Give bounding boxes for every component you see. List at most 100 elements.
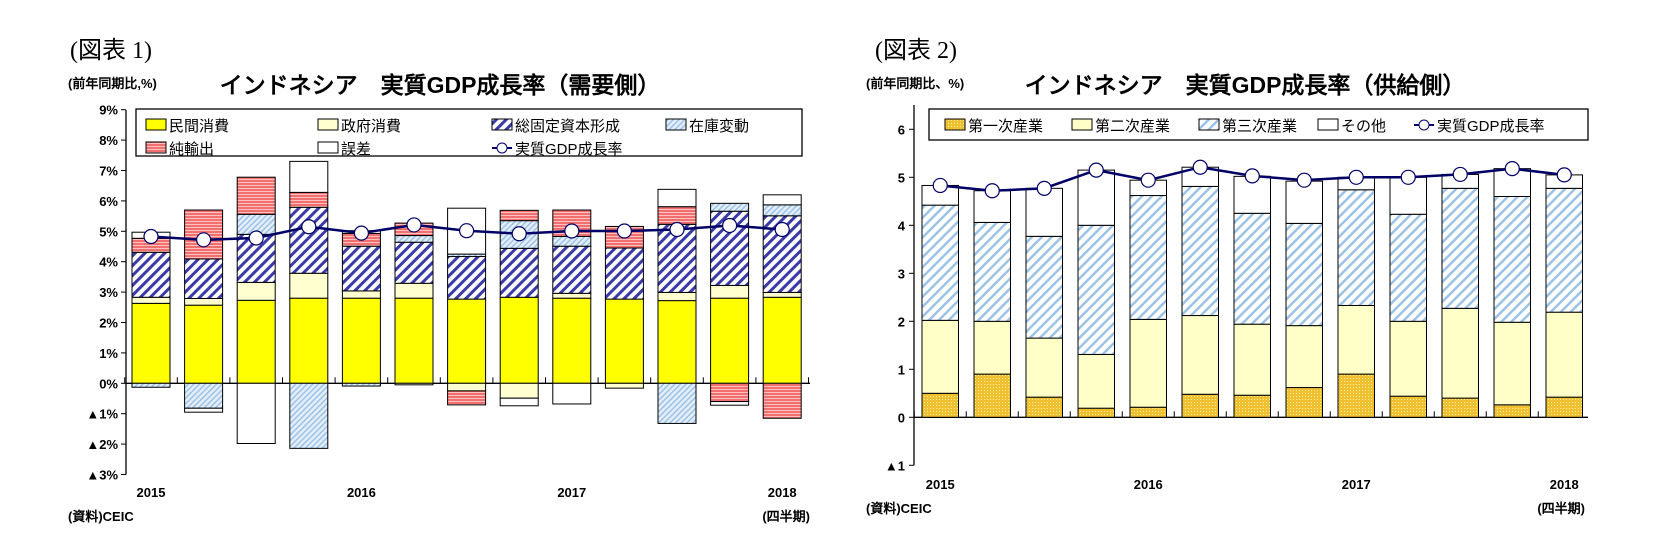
bar-segment [657,382,697,424]
y-tick-label: 7% [99,164,118,179]
bar-segment [1025,187,1063,237]
legend-label: 在庫変動 [689,118,749,135]
x-tick-label: 2015 [926,477,955,492]
y-tick-label: 3% [99,285,118,300]
legend-swatch [491,118,513,131]
bar-segment [1389,320,1427,397]
chart-demand-side: (図表 1) (前年同期比,%) インドネシア 実質GDP成長率（需要側） 9% 8% 7… [68,37,810,524]
bar-segment [131,296,171,304]
bar-segment [394,241,434,284]
bar-segment [604,298,644,384]
bar-segment [1545,396,1583,418]
legend-marker [1418,119,1430,131]
bar-segment [131,251,171,298]
legend-label: 実質GDP成長率 [515,140,623,158]
gdp-growth-point [669,221,685,238]
bar-segment [1389,395,1427,418]
bar-segment [341,290,381,299]
bar-segment [1025,396,1063,418]
y-tick-label: 1 [898,362,905,377]
bar-segment [1077,169,1115,226]
bar-segment [1493,321,1531,406]
x-axis-label: (四半期) [762,509,810,524]
bar-segment [1285,387,1323,418]
bar-segment [552,245,592,294]
bar-segment [447,382,487,392]
gdp-growth-point [616,223,633,239]
bar-segment [341,245,381,292]
y-tick-label: 1% [99,346,118,361]
legend-swatch [1071,118,1093,131]
bar-segment [184,407,224,413]
y-tick-label: ▲1 [885,458,905,473]
gdp-growth-point [1452,166,1468,183]
x-axis-label: (四半期) [1537,501,1585,516]
y-tick-label: 0% [99,376,118,391]
gdp-growth-point [1244,168,1260,184]
bar-segment [1441,397,1479,418]
bar-segment [762,382,802,419]
bar-segment [184,258,224,299]
bar-segment [710,297,750,384]
bar-segment [552,297,592,384]
legend-label: 誤差 [341,141,371,158]
gdp-growth-point [721,217,738,234]
chart-title: インドネシア 実質GDP成長率（供給側） [1025,72,1466,98]
legend-label: 政府消費 [341,118,401,135]
bar-segment [289,272,329,299]
source-note: (資料)CEIC [68,509,134,524]
bar-segment [710,401,750,406]
figure-label: (図表 2) [875,37,957,64]
legend-label: 純輸出 [169,141,214,158]
y-axis-unit-label: (前年同期比、%) [866,76,964,91]
gdp-growth-point [1036,180,1052,196]
bar-segment [1181,185,1219,317]
bar-segment [341,297,381,384]
legend-box [928,108,1589,141]
bar-segment [394,297,434,384]
bar-segment [762,296,802,384]
bar-segment [1285,325,1323,389]
bar-segment [762,194,802,206]
bar-segment [1233,212,1271,325]
gdp-growth-point [1296,172,1312,188]
y-tick-label: ▲3% [86,468,118,483]
bar-segment [1337,189,1375,306]
bar-segment [236,382,276,444]
bar-segment [710,202,750,212]
y-tick-label: 8% [99,133,118,148]
bar-segment [131,382,171,388]
bar-segment [289,206,329,274]
y-tick-label: 5% [99,224,118,239]
bar-segment [1545,311,1583,398]
bar-segment [1077,353,1115,409]
legend-label: 総固定資本形成 [515,118,620,135]
source-note: (資料)CEIC [866,501,932,516]
bar-segment [1493,404,1531,418]
bar-segment [499,209,539,222]
y-tick-label: 2 [898,314,905,329]
gdp-growth-point [1088,162,1104,178]
bar-segment [447,298,487,384]
bar-segment [552,382,592,405]
bar-segment [289,382,329,449]
legend-swatch [665,118,687,131]
legend-swatch [145,141,167,154]
bar-segment [289,191,329,208]
gdp-growth-point [406,217,422,233]
bar-segment [499,397,539,407]
bar-segment [289,297,329,384]
gdp-growth-point [1504,161,1520,177]
bar-segment [131,302,171,384]
gdp-growth-point [1400,169,1416,185]
y-tick-label: 2% [99,316,118,331]
bar-segment [1181,393,1219,418]
bar-segment [447,256,487,300]
bar-segment [341,382,381,387]
bar-segment [1077,407,1115,418]
x-tick-label: 2018 [768,485,797,500]
legend-swatch [317,141,339,154]
bar-segment [1441,307,1479,399]
bar-segment [762,291,802,298]
legend-swatch [145,118,167,131]
